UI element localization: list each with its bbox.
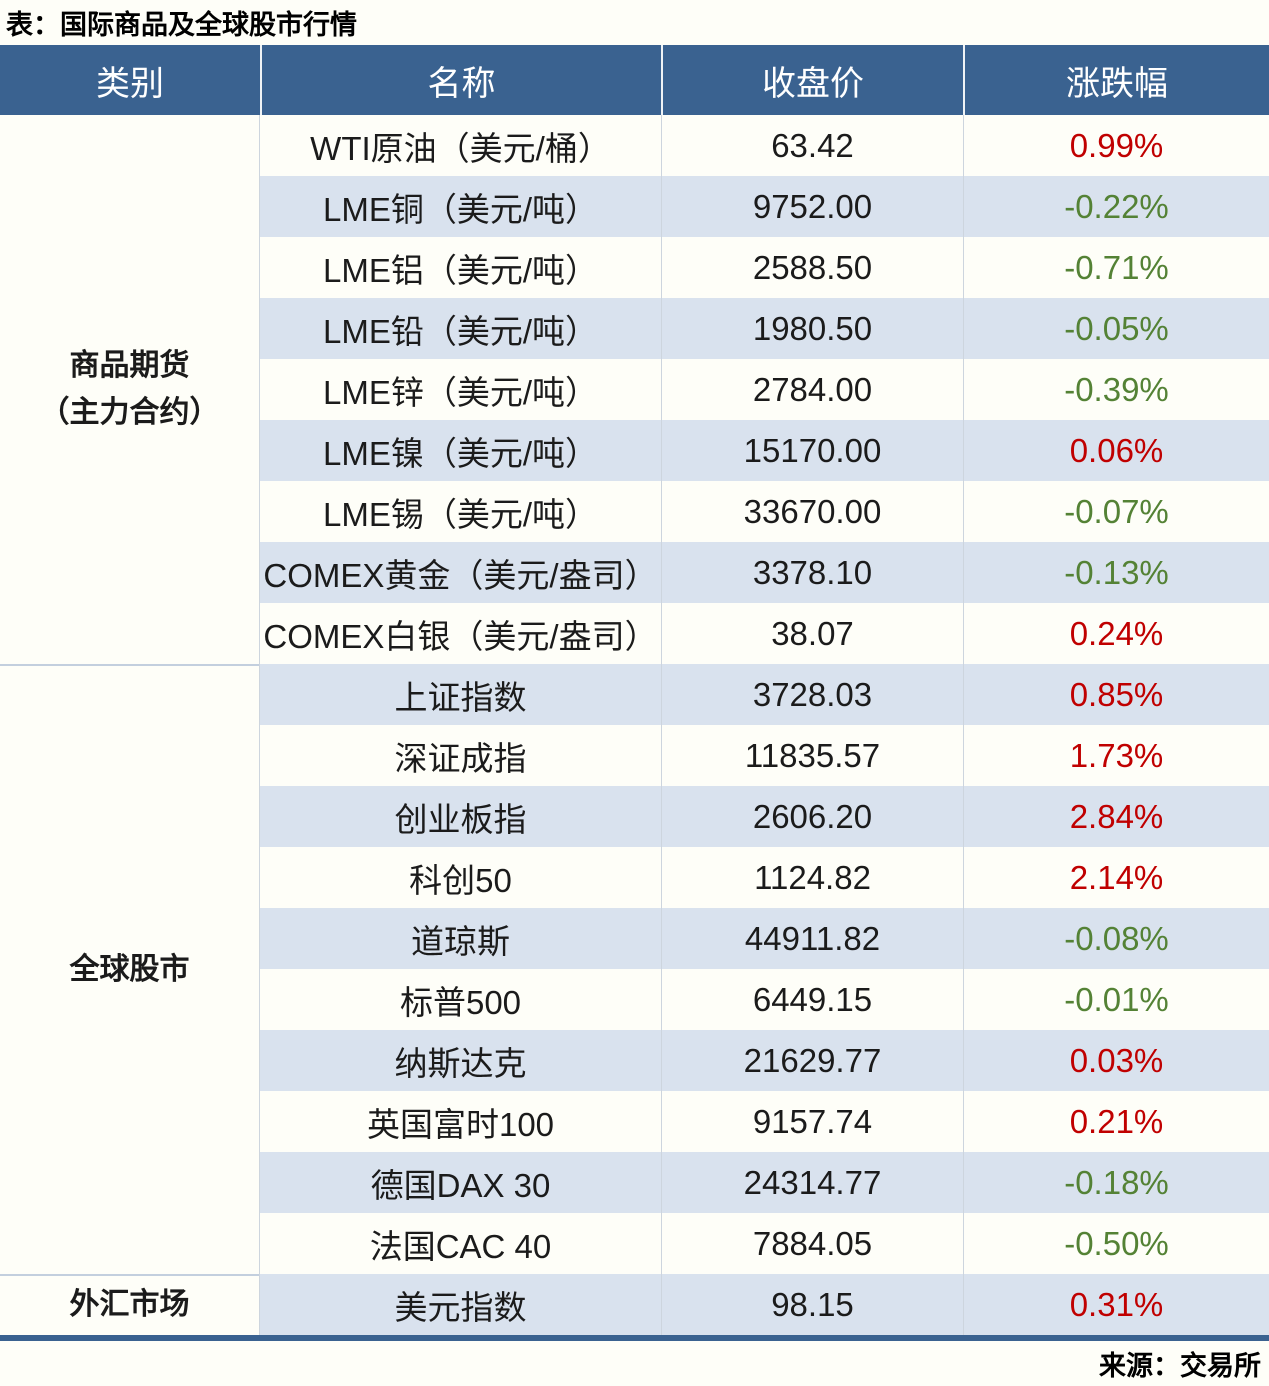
row-name: LME铅（美元/吨） (322, 312, 599, 350)
row-close: 9752.00 (661, 176, 963, 237)
table-row: LME锌（美元/吨） 2784.00 -0.39% (260, 359, 1269, 420)
row-close: 63.42 (661, 115, 963, 176)
table-row: 深证成指 11835.57 1.73% (260, 725, 1269, 786)
table-header-row: 类别 名称 收盘价 涨跌幅 (0, 45, 1269, 115)
category-cell: 外汇市场 (0, 1274, 259, 1335)
table-row: 科创50 1124.82 2.14% (260, 847, 1269, 908)
row-name: 美元指数 (394, 1288, 527, 1326)
row-name: 深证成指 (394, 739, 527, 777)
header-change-pct: 涨跌幅 (963, 45, 1269, 115)
row-change: 0.06% (963, 420, 1269, 481)
table-row: 英国富时100 9157.74 0.21% (260, 1091, 1269, 1152)
row-close: 9157.74 (661, 1091, 963, 1152)
row-change: 0.21% (963, 1091, 1269, 1152)
table-row: COMEX白银（美元/盎司） 38.07 0.24% (260, 603, 1269, 664)
table-row: 纳斯达克 21629.77 0.03% (260, 1030, 1269, 1091)
table-row: LME镍（美元/吨） 15170.00 0.06% (260, 420, 1269, 481)
header-category: 类别 (96, 65, 164, 103)
row-name: 标普500 (399, 983, 522, 1021)
header-close-price: 收盘价 (661, 45, 963, 115)
row-name: 创业板指 (394, 800, 527, 838)
category-cell: 商品期货 （主力合约） (39, 349, 220, 429)
table-row: LME铅（美元/吨） 1980.50 -0.05% (260, 298, 1269, 359)
row-close: 24314.77 (661, 1152, 963, 1213)
row-name: COMEX白银（美元/盎司） (263, 617, 658, 655)
row-close: 2606.20 (661, 786, 963, 847)
category-column: 商品期货 （主力合约） 全球股市 外汇市场 (0, 115, 260, 1335)
row-close: 1980.50 (661, 298, 963, 359)
row-name: 德国DAX 30 (370, 1166, 551, 1204)
row-close: 3378.10 (661, 542, 963, 603)
row-close: 2588.50 (661, 237, 963, 298)
table-row: LME铝（美元/吨） 2588.50 -0.71% (260, 237, 1269, 298)
row-change: 0.85% (963, 664, 1269, 725)
table-body-rows: WTI原油（美元/桶） 63.42 0.99% LME铜（美元/吨） 9752.… (260, 115, 1269, 1335)
table-row: 创业板指 2606.20 2.84% (260, 786, 1269, 847)
row-name: 科创50 (409, 861, 512, 899)
market-table: 类别 名称 收盘价 涨跌幅 商品期货 （主力合约） 全球股市 外汇市场 WTI原油（… (0, 45, 1269, 1341)
row-change: -0.22% (963, 176, 1269, 237)
row-close: 1124.82 (661, 847, 963, 908)
row-name: LME铜（美元/吨） (322, 190, 599, 228)
row-close: 11835.57 (661, 725, 963, 786)
row-change: 0.24% (963, 603, 1269, 664)
table-row: WTI原油（美元/桶） 63.42 0.99% (260, 115, 1269, 176)
table-row: LME铜（美元/吨） 9752.00 -0.22% (260, 176, 1269, 237)
category-cell: 全球股市 (0, 664, 259, 1274)
table-row: 标普500 6449.15 -0.01% (260, 969, 1269, 1030)
row-change: -0.08% (963, 908, 1269, 969)
row-close: 7884.05 (661, 1213, 963, 1274)
row-name: WTI原油（美元/桶） (310, 129, 611, 167)
row-close: 3728.03 (661, 664, 963, 725)
table-title: 表：国际商品及全球股市行情 (6, 10, 357, 40)
row-name: COMEX黄金（美元/盎司） (263, 556, 658, 594)
row-change: 0.03% (963, 1030, 1269, 1091)
row-change: 0.31% (963, 1274, 1269, 1335)
table-row: 道琼斯 44911.82 -0.08% (260, 908, 1269, 969)
row-change: -0.01% (963, 969, 1269, 1030)
row-change: -0.39% (963, 359, 1269, 420)
row-change: 1.73% (963, 725, 1269, 786)
table-row: LME锡（美元/吨） 33670.00 -0.07% (260, 481, 1269, 542)
row-change: -0.71% (963, 237, 1269, 298)
row-name: LME铝（美元/吨） (322, 251, 599, 289)
row-change: -0.13% (963, 542, 1269, 603)
row-name: LME锡（美元/吨） (322, 495, 599, 533)
header-name: 名称 (260, 45, 661, 115)
row-change: -0.18% (963, 1152, 1269, 1213)
source-note: 来源：交易所 (1099, 1350, 1261, 1381)
row-close: 44911.82 (661, 908, 963, 969)
table-row: 德国DAX 30 24314.77 -0.18% (260, 1152, 1269, 1213)
row-close: 21629.77 (661, 1030, 963, 1091)
row-change: 0.99% (963, 115, 1269, 176)
row-close: 2784.00 (661, 359, 963, 420)
row-close: 38.07 (661, 603, 963, 664)
row-change: 2.84% (963, 786, 1269, 847)
row-change: -0.05% (963, 298, 1269, 359)
row-close: 98.15 (661, 1274, 963, 1335)
table-row: COMEX黄金（美元/盎司） 3378.10 -0.13% (260, 542, 1269, 603)
row-close: 33670.00 (661, 481, 963, 542)
table-body: 商品期货 （主力合约） 全球股市 外汇市场 WTI原油（美元/桶） 63.42 0.… (0, 115, 1269, 1341)
row-name: LME镍（美元/吨） (322, 434, 599, 472)
row-close: 15170.00 (661, 420, 963, 481)
row-change: 2.14% (963, 847, 1269, 908)
row-close: 6449.15 (661, 969, 963, 1030)
row-change: -0.50% (963, 1213, 1269, 1274)
row-change: -0.07% (963, 481, 1269, 542)
table-row: 法国CAC 40 7884.05 -0.50% (260, 1213, 1269, 1274)
row-name: 纳斯达克 (394, 1044, 527, 1082)
row-name: 道琼斯 (411, 922, 510, 960)
row-name: 英国富时100 (366, 1105, 555, 1143)
row-name: LME锌（美元/吨） (322, 373, 599, 411)
table-row: 上证指数 3728.03 0.85% (260, 664, 1269, 725)
row-name: 法国CAC 40 (369, 1227, 552, 1265)
row-name: 上证指数 (394, 678, 527, 716)
table-row: 美元指数 98.15 0.31% (260, 1274, 1269, 1335)
